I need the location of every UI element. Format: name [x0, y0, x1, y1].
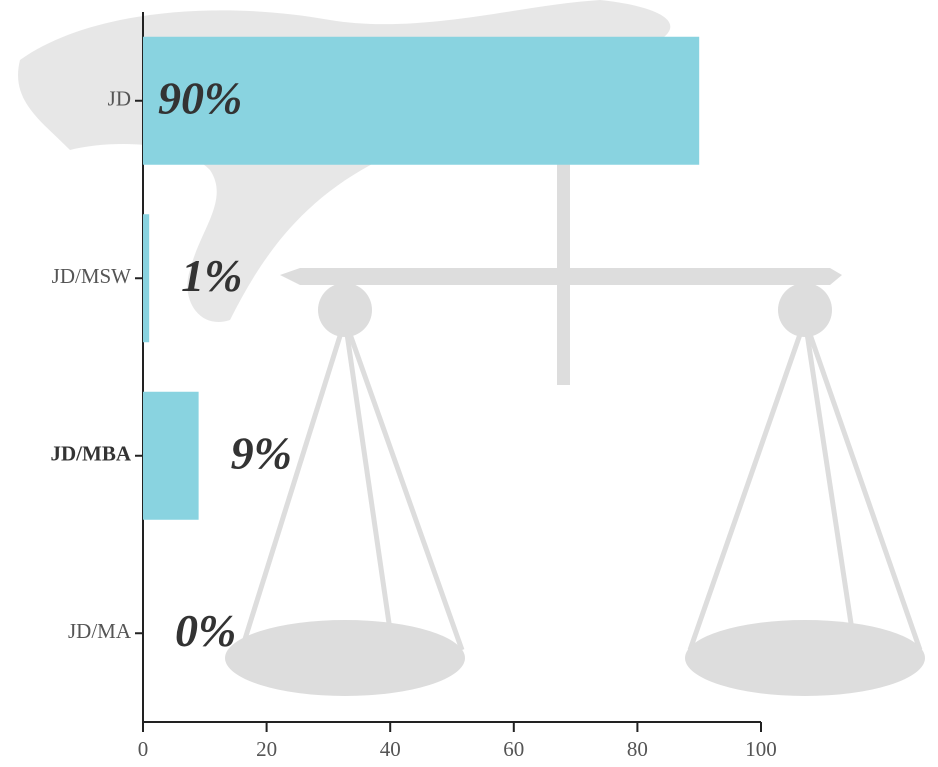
plot-area: 0 20 40 60 80 100 JD 90% JD/MSW 1% JD/MBA 9% JD/MA 0%: [51, 12, 777, 761]
bar: [143, 36, 700, 165]
x-tick-label: 40: [380, 737, 401, 761]
x-tick-label: 100: [745, 737, 777, 761]
value-label: 1%: [181, 250, 242, 301]
x-tick-label: 80: [627, 737, 648, 761]
value-label: 90%: [158, 72, 242, 123]
x-tick-label: 0: [138, 737, 149, 761]
value-label: 0%: [175, 605, 236, 656]
y-tick-label: JD/MA: [68, 619, 132, 643]
bar: [143, 391, 199, 520]
y-tick-label: JD/MSW: [52, 264, 132, 288]
bar: [143, 214, 150, 343]
value-label: 9%: [231, 427, 292, 478]
x-tick-label: 60: [503, 737, 524, 761]
y-tick-label: JD: [108, 87, 131, 111]
x-tick-label: 20: [256, 737, 277, 761]
y-tick-label: JD/MBA: [51, 442, 132, 466]
